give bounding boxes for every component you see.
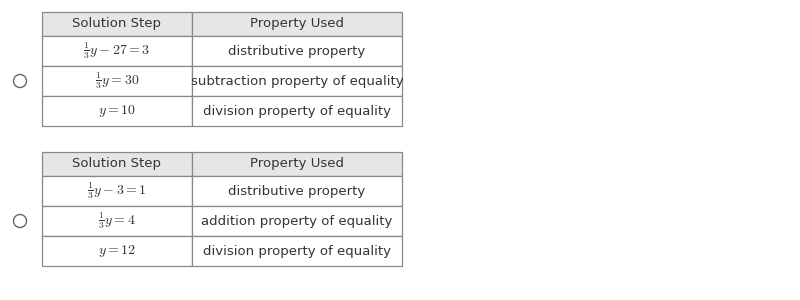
Text: $\frac{1}{3}y=30$: $\frac{1}{3}y=30$	[95, 70, 139, 92]
Text: $\frac{1}{3}y=4$: $\frac{1}{3}y=4$	[98, 211, 136, 232]
Bar	[42, 36, 192, 66]
Bar	[192, 66, 402, 96]
Bar	[192, 236, 402, 266]
Bar	[192, 152, 402, 176]
Bar	[192, 12, 402, 36]
Text: $\frac{1}{3}y-27=3$: $\frac{1}{3}y-27=3$	[83, 40, 150, 61]
Bar	[42, 12, 192, 36]
Text: distributive property: distributive property	[228, 184, 366, 197]
Text: addition property of equality: addition property of equality	[202, 214, 393, 227]
Text: Property Used: Property Used	[250, 158, 344, 170]
Text: division property of equality: division property of equality	[203, 244, 391, 257]
Text: Property Used: Property Used	[250, 17, 344, 31]
Text: $y=10$: $y=10$	[98, 103, 136, 119]
Text: subtraction property of equality: subtraction property of equality	[190, 74, 403, 88]
Bar	[192, 206, 402, 236]
Text: Solution Step: Solution Step	[73, 158, 162, 170]
Text: distributive property: distributive property	[228, 44, 366, 58]
Bar	[42, 66, 192, 96]
Bar	[42, 176, 192, 206]
Text: $y=12$: $y=12$	[98, 243, 136, 259]
Bar	[42, 96, 192, 126]
Bar	[42, 206, 192, 236]
Bar	[192, 96, 402, 126]
Bar	[42, 236, 192, 266]
Bar	[42, 152, 192, 176]
Bar	[192, 36, 402, 66]
Text: $\frac{1}{3}y-3=1$: $\frac{1}{3}y-3=1$	[87, 181, 146, 202]
Text: division property of equality: division property of equality	[203, 104, 391, 118]
Bar	[192, 176, 402, 206]
Text: Solution Step: Solution Step	[73, 17, 162, 31]
